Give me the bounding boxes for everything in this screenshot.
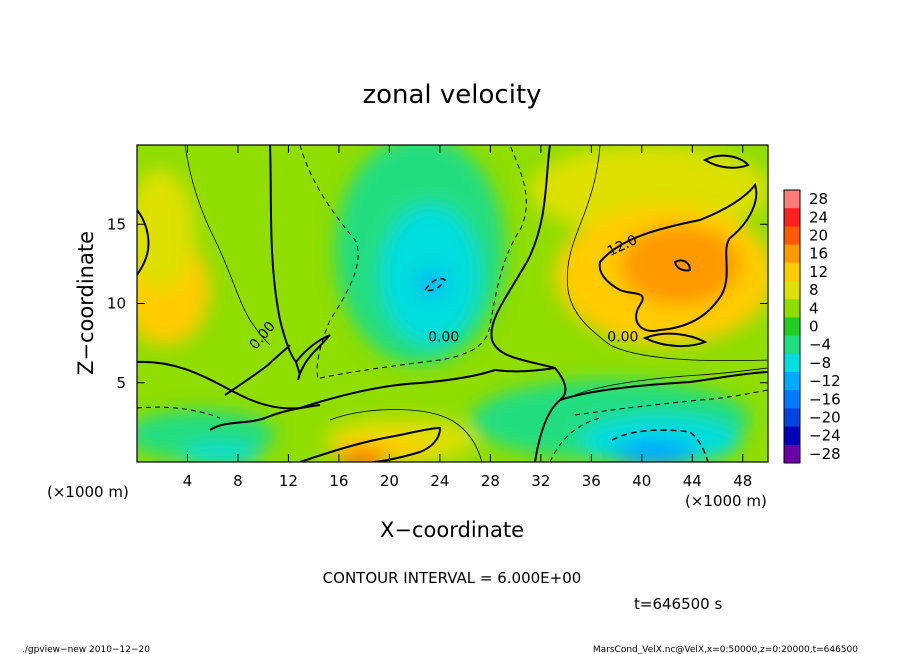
contour-line (490, 145, 556, 369)
contour-line (184, 145, 271, 346)
footer-right: MarsCond_VelX.nc@VelX,x=0:50000,z=0:2000… (593, 645, 858, 654)
contours (137, 145, 768, 462)
x-tick-label: 48 (733, 472, 752, 490)
x-tick-label: 8 (233, 472, 243, 490)
colorbar-swatch (784, 208, 800, 227)
x-axis-label: X−coordinate (380, 518, 524, 542)
x-unit-label: (×1000 m) (685, 492, 767, 510)
contour-line (269, 145, 301, 376)
x-tick-label: 12 (279, 472, 298, 490)
colorbar-swatch (784, 426, 800, 446)
field-region (418, 273, 446, 293)
colorbar-swatch (784, 190, 800, 209)
x-axis: 4 8 12 16 20 24 28 32 36 40 44 48 (183, 145, 752, 490)
colorbar-label: −12 (809, 372, 841, 390)
colorbar-swatch (784, 226, 800, 246)
y-tick-label: 10 (107, 295, 126, 313)
contour-line (494, 366, 567, 462)
colorbar-label: 12 (809, 263, 828, 281)
field-region (180, 445, 260, 462)
colorbar-label: −28 (809, 445, 841, 463)
colorbar-label: 24 (809, 208, 828, 226)
contour-line (566, 145, 768, 362)
colorbar-label: −16 (809, 390, 841, 408)
colorbar-label: −24 (809, 427, 841, 445)
contour-line (299, 145, 359, 379)
footer-left: ./gpview−new 2010−12−20 (22, 645, 150, 654)
colorbar-swatch (784, 372, 800, 391)
contour-label: 0.00 (428, 330, 459, 346)
contour-line (574, 389, 768, 416)
x-tick-label: 40 (632, 472, 651, 490)
contour-line (611, 429, 709, 462)
chart-title: zonal velocity (362, 80, 541, 110)
colorbar-label: 16 (809, 245, 828, 263)
contour-line (299, 369, 496, 409)
contour-line (559, 371, 768, 401)
colorbar-swatch (784, 281, 800, 300)
x-tick-label: 32 (531, 472, 550, 490)
y-tick-label: 5 (116, 374, 126, 392)
colorbar-swatch (784, 390, 800, 409)
colorbar-swatch (784, 335, 800, 355)
colorbar-frame (783, 189, 801, 464)
colorbar-label: 4 (809, 299, 819, 317)
contour-line (137, 406, 221, 419)
contour-line (295, 334, 331, 381)
contour-line (423, 277, 446, 292)
contour-line (702, 154, 750, 169)
x-tick-label: 28 (481, 472, 500, 490)
contour-interval: CONTOUR INTERVAL = 6.000E+00 (323, 569, 582, 587)
x-tick-label: 36 (582, 472, 601, 490)
colorbar-label: 28 (809, 190, 828, 208)
y-tick-label: 15 (107, 215, 126, 233)
contour-line (299, 426, 442, 462)
y-axis-label: Z−coordinate (74, 231, 98, 375)
contour-line (598, 182, 758, 332)
x-tick-label: 20 (380, 472, 399, 490)
y-axis: 5 10 15 (107, 215, 768, 392)
colorbar-label: −8 (809, 354, 831, 372)
colorbar-swatch (784, 353, 800, 373)
x-tick-label: 4 (183, 472, 193, 490)
colorbar-label: −4 (809, 336, 831, 354)
field-region (615, 439, 695, 462)
x-tick-label: 44 (683, 472, 702, 490)
contour-line (574, 367, 768, 396)
colorbar-swatch (784, 408, 800, 428)
contour-line (673, 259, 692, 272)
colorbar-label: 0 (809, 318, 819, 336)
contour-line (642, 332, 708, 348)
contour-line (137, 360, 301, 410)
contour-label: 0.00 (607, 330, 638, 346)
colorbar-swatch (784, 444, 800, 464)
contour-line (319, 145, 527, 379)
time-label: t=646500 s (634, 595, 722, 613)
colorbar-swatch (784, 244, 800, 264)
field-region (137, 170, 195, 290)
x-tick-label: 16 (329, 472, 348, 490)
colorbar-label: 20 (809, 227, 828, 245)
contour-line (329, 409, 483, 462)
contour-line (137, 209, 150, 276)
colorbar-swatch (784, 317, 800, 337)
x-tick-label: 24 (430, 472, 449, 490)
colorbar-label: 8 (809, 281, 819, 299)
colorbar-swatch (784, 262, 800, 282)
field-region (337, 450, 387, 462)
colorbar-swatch (784, 299, 800, 318)
field-region (620, 225, 740, 305)
y-unit-label: (×1000 m) (47, 483, 129, 501)
colorbar-label: −20 (809, 409, 841, 427)
contour-line (224, 344, 291, 396)
